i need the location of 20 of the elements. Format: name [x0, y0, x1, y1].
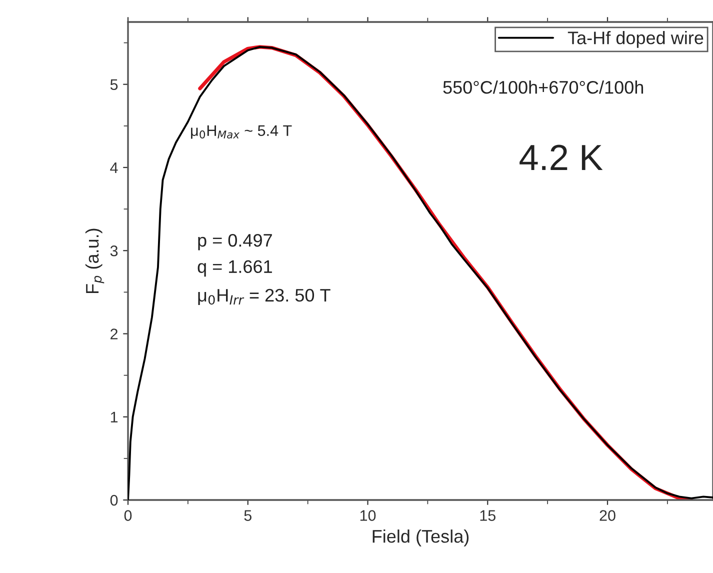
x-axis-title: Field (Tesla)	[372, 530, 469, 546]
annotation: p = 0.497	[198, 234, 272, 250]
y-tick-label: 5	[110, 79, 118, 90]
y-axis-title: F$_{p}$ (a.u.)	[85, 228, 104, 294]
x-tick-label: 10	[360, 510, 376, 521]
annotation: 4.2 K	[520, 144, 603, 170]
annotation: q = 1.661	[198, 260, 272, 277]
annotation: μ$_{0}$H$_{Irr}$ = 23. 50 T	[198, 288, 330, 305]
x-tick-label: 15	[480, 510, 496, 521]
annotation: μ$_{0}$H$_{Max}$ ~ 5.4 T	[191, 125, 292, 139]
y-tick-label: 1	[110, 412, 118, 422]
x-tick-label: 5	[244, 510, 252, 521]
legend-label: Ta-Hf doped wire	[568, 31, 704, 48]
y-tick-label: 0	[110, 494, 118, 506]
y-tick-label: 4	[110, 162, 118, 174]
x-tick-label: 20	[600, 510, 616, 521]
y-tick-label: 2	[110, 328, 118, 340]
y-tick-label: 3	[110, 245, 118, 256]
annotation: 550°C/100h+670°C/100h	[443, 80, 644, 94]
x-tick-label: 0	[124, 510, 132, 521]
